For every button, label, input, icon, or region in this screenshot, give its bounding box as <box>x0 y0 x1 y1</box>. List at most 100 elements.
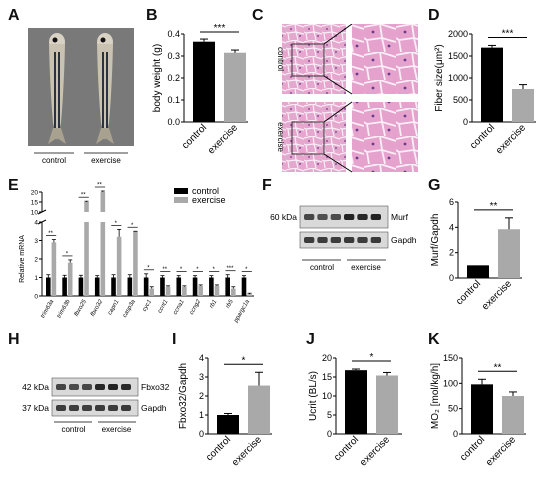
y-tick-label: 0 <box>449 273 454 283</box>
y-tick-label: 100 <box>443 378 458 388</box>
significance-mark: ** <box>97 183 102 189</box>
blot-band <box>317 214 328 220</box>
panel-label-f: F <box>262 177 272 194</box>
western-blot-h: Fbxo32 Gapdh 42 kDa 37 kDa control exercise <box>22 377 170 434</box>
panel-label-a: A <box>8 7 20 24</box>
x-tick-label: capn1 <box>107 299 120 316</box>
y-axis-label: Ucrit (BL/s) <box>308 371 319 421</box>
y-tick-label: 1000 <box>448 73 468 83</box>
bar-exercise <box>376 375 398 434</box>
blot-band <box>357 214 368 220</box>
significance-mark: * <box>115 221 118 227</box>
significance-mark: * <box>213 267 216 273</box>
fish-label-exercise: exercise <box>91 156 121 165</box>
bar-exercise-ccng2 <box>198 285 203 296</box>
panel-label-c: C <box>252 7 264 24</box>
y-tick-label: 4 <box>199 353 204 363</box>
bar-exercise <box>502 396 524 434</box>
x-tick-label: trim63b <box>56 298 72 319</box>
bar-exercise-rb5 <box>230 288 236 296</box>
x-tick-label: rb5 <box>225 298 235 309</box>
y-tick-label: 0 <box>199 429 204 439</box>
bar-exercise-fbxo32 <box>100 222 106 296</box>
significance-mark: ** <box>162 267 167 273</box>
legend-label: control <box>192 186 219 196</box>
bar-control-ccna1 <box>176 277 182 296</box>
x-tick-label: control <box>180 122 209 151</box>
bar-exercise-ppargc1a <box>247 294 252 296</box>
bar-control-trim63a <box>46 277 51 296</box>
y-axis-label: body weight (g) <box>152 44 163 112</box>
significance-mark: *** <box>502 28 514 39</box>
body-weight-chart: 0.0 0.1 0.2 0.3 0.4 body weight (g) controlexe… <box>152 23 248 156</box>
x-tick-label: exercise <box>480 278 514 312</box>
y-tick-label: 0 <box>327 429 332 439</box>
bar-exercise <box>224 52 246 123</box>
y-axis-label: Fiber size(μm²) <box>434 44 445 111</box>
blot-band <box>304 214 315 220</box>
blot-band <box>56 405 66 411</box>
y-tick-label: 10 <box>322 391 332 401</box>
blot-band <box>370 237 381 243</box>
exercise-fish-image <box>96 33 114 144</box>
bar-control-capn1 <box>111 277 116 296</box>
y-tick-label: 0.1 <box>167 95 180 105</box>
significance-mark: * <box>131 223 134 229</box>
blot-band <box>82 384 92 390</box>
x-tick-label: control <box>204 434 233 463</box>
group-label-control: control <box>61 425 85 434</box>
bar-control <box>193 41 215 123</box>
band-label-Murf: Murf <box>391 212 409 222</box>
group-label-control: control <box>310 263 334 272</box>
fish-photo: control exercise <box>28 28 134 165</box>
bar-control-casp3a <box>127 277 133 296</box>
blot-band <box>330 214 341 220</box>
y-tick-label: 1 <box>34 275 38 282</box>
bar-exercise-ccna1 <box>182 286 187 296</box>
significance-mark: * <box>196 267 199 273</box>
x-tick-label: control <box>458 434 487 463</box>
blot-band <box>108 405 118 411</box>
x-tick-label: ppargc1a <box>233 298 252 324</box>
x-tick-label: trim63a <box>40 298 56 319</box>
x-tick-label: rb1 <box>209 299 219 310</box>
histology-row-control: control <box>276 47 285 71</box>
bar-control-cyc1 <box>143 277 149 296</box>
significance-mark: * <box>66 251 69 257</box>
bar-upper-exercise-fbxo32 <box>100 192 106 212</box>
legend-label: exercise <box>192 195 226 205</box>
panel-label-g: G <box>428 177 441 194</box>
group-label-exercise: exercise <box>351 263 381 272</box>
bar-control-fbxo32 <box>94 277 100 296</box>
bar-control <box>471 384 493 434</box>
y-tick-label: 50 <box>448 404 458 414</box>
panel-label-h: H <box>8 331 20 348</box>
bar-control-trim63b <box>62 277 67 296</box>
y-tick-label: 4 <box>449 222 454 232</box>
bar-control <box>481 47 503 122</box>
blot-band <box>69 384 79 390</box>
significance-mark: ** <box>494 362 502 373</box>
x-tick-label: exercise <box>494 122 528 156</box>
blot-band <box>95 384 105 390</box>
x-tick-label: casp3a <box>122 298 137 318</box>
marker-label: 37 kDa <box>22 403 49 413</box>
y-axis-label: Fbxo32/Gapdh <box>178 363 189 429</box>
bar-control <box>217 415 239 434</box>
bar-exercise-rb1 <box>214 285 220 296</box>
bar-control-ccng2 <box>192 277 198 296</box>
blot-band <box>330 237 341 243</box>
bar-exercise <box>248 385 270 434</box>
histology-row-exercise: exercise <box>276 122 285 152</box>
y-tick-label: 20 <box>322 353 332 363</box>
marker-label: 42 kDa <box>22 382 49 392</box>
y-tick-label: 500 <box>453 95 468 105</box>
bar-exercise-fbxo25 <box>84 222 89 296</box>
y-tick-label: 15 <box>322 372 332 382</box>
y-axis-label: Murf/Gapdh <box>430 214 441 267</box>
y-tick-label: 0 <box>453 429 458 439</box>
significance-mark: * <box>147 265 150 271</box>
